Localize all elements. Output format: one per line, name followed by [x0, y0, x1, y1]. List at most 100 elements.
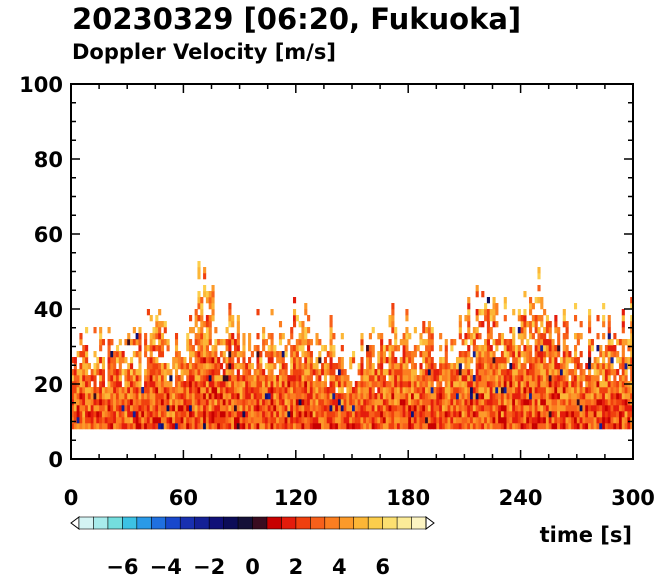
echo-cell: [110, 381, 114, 388]
echo-cell: [214, 363, 218, 370]
echo-cell: [101, 405, 106, 412]
echo-cell: [203, 369, 207, 376]
echo-cell: [191, 345, 195, 352]
echo-cell: [562, 393, 566, 400]
echo-cell: [455, 423, 460, 430]
echo-cell: [514, 345, 519, 352]
echo-cell: [492, 339, 496, 346]
echo-cell: [96, 393, 100, 400]
echo-cell: [304, 411, 308, 418]
echo-cell: [394, 375, 398, 382]
echo-cell: [585, 423, 589, 430]
colorbar-swatch: [295, 516, 311, 530]
echo-cell: [590, 339, 594, 346]
echo-cell: [613, 369, 617, 376]
echo-cell: [433, 363, 437, 370]
colorbar-swatch: [281, 516, 297, 530]
echo-cell: [343, 417, 347, 424]
echo-cell: [259, 411, 263, 418]
echo-cell: [290, 363, 294, 370]
echo-cell: [484, 309, 488, 316]
echo-cell: [498, 417, 502, 424]
echo-cell: [436, 381, 440, 388]
echo-cell: [411, 357, 415, 364]
echo-cell: [551, 417, 555, 424]
echo-cell: [579, 405, 583, 412]
echo-cell: [82, 405, 86, 412]
echo-cell: [380, 363, 384, 370]
echo-cell: [200, 351, 204, 358]
echo-cell: [402, 405, 406, 412]
echo-cell: [205, 297, 209, 304]
echo-cell: [318, 423, 322, 430]
echo-cell: [585, 375, 589, 382]
echo-cell: [627, 393, 631, 400]
echo-cell: [503, 339, 507, 346]
echo-cell: [96, 357, 100, 364]
echo-cell: [486, 321, 490, 328]
echo-cell: [262, 411, 266, 418]
echo-cell: [599, 411, 603, 418]
echo-cell: [236, 363, 240, 370]
echo-cell: [104, 393, 108, 400]
echo-cell: [259, 369, 263, 376]
echo-cell: [236, 393, 240, 400]
echo-cell: [559, 363, 564, 370]
echo-cell: [585, 405, 589, 412]
echo-cell: [194, 339, 198, 346]
echo-cell: [124, 393, 128, 400]
echo-cell: [596, 411, 600, 418]
echo-cell: [593, 369, 597, 376]
echo-cell: [562, 339, 566, 346]
echo-cell: [548, 345, 552, 352]
echo-cell: [197, 291, 201, 298]
echo-cell: [278, 423, 283, 430]
echo-cell: [217, 411, 221, 418]
echo-cell: [180, 417, 184, 424]
echo-cell: [382, 369, 387, 376]
echo-cell: [323, 423, 328, 430]
echo-cell: [548, 423, 552, 430]
echo-cell: [101, 393, 106, 400]
echo-cell: [436, 375, 440, 382]
echo-cell: [427, 423, 431, 430]
echo-cell: [534, 387, 538, 394]
echo-cell: [205, 333, 209, 340]
echo-cell: [144, 339, 148, 346]
echo-cell: [534, 405, 538, 412]
echo-cell: [506, 393, 510, 400]
echo-cell: [509, 375, 513, 382]
echo-cell: [236, 321, 240, 328]
echo-cell: [152, 393, 156, 400]
echo-cell: [408, 333, 412, 340]
echo-cell: [191, 405, 195, 412]
echo-cell: [470, 423, 474, 430]
echo-cell: [624, 339, 628, 346]
echo-cell: [557, 375, 561, 382]
echo-cell: [357, 381, 361, 388]
echo-cell: [416, 387, 420, 394]
echo-cell: [425, 381, 429, 388]
echo-cell: [287, 417, 291, 424]
echo-cell: [472, 381, 476, 388]
echo-cell: [391, 321, 395, 328]
echo-cell: [596, 333, 600, 340]
echo-cell: [526, 357, 530, 364]
echo-cell: [498, 363, 502, 370]
echo-cell: [416, 417, 420, 424]
echo-cell: [248, 399, 252, 406]
echo-cell: [144, 423, 148, 430]
echo-cell: [486, 417, 490, 424]
echo-cell: [604, 417, 609, 424]
echo-cell: [281, 423, 285, 430]
echo-cell: [169, 411, 173, 418]
echo-cell: [374, 399, 378, 406]
echo-cell: [571, 411, 575, 418]
echo-cell: [537, 273, 541, 280]
echo-cell: [593, 363, 597, 370]
echo-cell: [422, 417, 426, 424]
echo-cell: [526, 423, 530, 430]
echo-cell: [113, 417, 117, 424]
echo-cell: [183, 357, 187, 364]
echo-cell: [79, 423, 83, 430]
